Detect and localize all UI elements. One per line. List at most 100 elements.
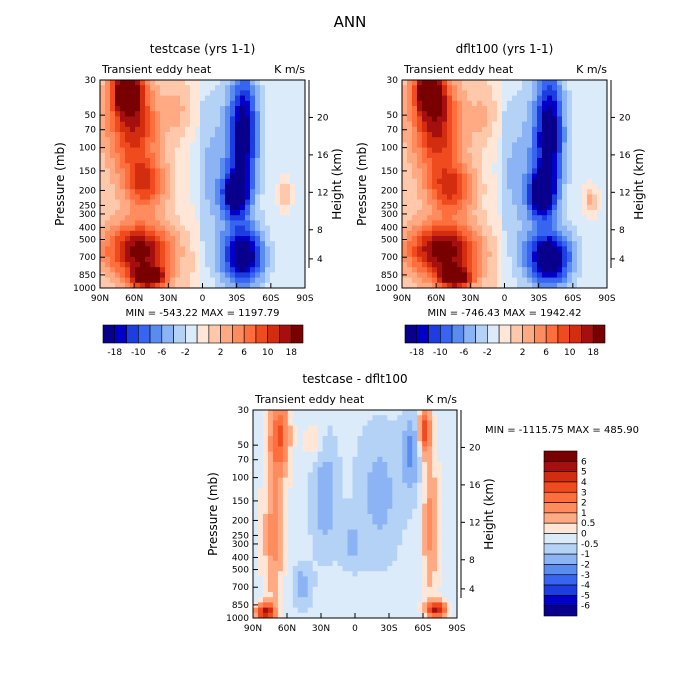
heatmap-cell xyxy=(282,540,289,546)
heatmap-cell xyxy=(457,199,463,206)
y-tick-label: 1000 xyxy=(375,284,398,294)
heatmap-cell xyxy=(352,488,359,494)
heatmap-cell xyxy=(290,95,296,102)
heatmap-cell xyxy=(253,441,259,447)
heatmap-cell xyxy=(270,152,276,159)
heatmap-cell xyxy=(532,163,538,169)
heatmap-cell xyxy=(402,477,408,484)
heatmap-cell xyxy=(295,111,301,117)
heatmap-cell xyxy=(317,467,324,473)
heatmap-cell xyxy=(402,456,408,463)
heatmap-cell xyxy=(145,90,151,97)
heatmap-cell xyxy=(462,163,468,169)
heatmap-cell xyxy=(282,566,289,572)
heatmap-cell xyxy=(200,85,206,91)
heatmap-cell xyxy=(235,204,241,211)
heatmap-cell xyxy=(285,168,291,175)
heatmap-cell xyxy=(507,126,513,133)
heatmap-cell xyxy=(377,430,383,437)
heatmap-cell xyxy=(522,277,528,284)
heatmap-cell xyxy=(392,436,398,442)
heatmap-cell xyxy=(195,147,201,154)
heatmap-cell xyxy=(145,199,151,206)
heatmap-cell xyxy=(195,277,201,284)
heatmap-cell xyxy=(397,612,403,618)
heatmap-cell xyxy=(447,251,453,258)
heatmap-cell xyxy=(437,560,443,567)
heatmap-cell xyxy=(110,230,116,237)
heatmap-cell xyxy=(422,256,428,263)
heatmap-cell xyxy=(250,251,256,258)
heatmap-cell xyxy=(302,524,309,531)
heatmap-cell xyxy=(260,90,266,97)
heatmap-cell xyxy=(100,236,106,242)
heatmap-cell xyxy=(245,80,251,86)
heatmap-cell xyxy=(377,451,383,458)
heatmap-cell xyxy=(230,272,236,279)
heatmap-cell xyxy=(300,194,305,201)
heatmap-cell xyxy=(165,142,171,149)
heatmap-cell xyxy=(467,85,473,91)
heatmap-cell xyxy=(567,95,573,102)
heatmap-cell xyxy=(397,545,403,551)
heatmap-cell xyxy=(280,80,286,86)
heatmap-cell xyxy=(285,106,291,112)
heatmap-cell xyxy=(262,545,269,551)
heatmap-cell xyxy=(205,158,211,164)
heatmap-cell xyxy=(407,524,413,531)
heatmap-cell xyxy=(280,173,286,180)
heatmap-cell xyxy=(462,225,468,232)
heatmap-cell xyxy=(352,477,359,484)
heatmap-cell xyxy=(105,126,111,133)
heatmap-cell xyxy=(542,168,548,175)
heatmap-cell xyxy=(135,230,141,237)
heatmap-cell xyxy=(407,100,413,107)
heatmap-cell xyxy=(282,581,289,588)
heatmap-cell xyxy=(255,220,261,227)
heatmap-cell xyxy=(240,220,246,227)
heatmap-cell xyxy=(285,194,291,201)
heatmap-cell xyxy=(347,482,354,489)
heatmap-cell xyxy=(562,220,568,227)
heatmap-cell xyxy=(457,147,463,154)
heatmap-cell xyxy=(442,158,448,164)
heatmap-cell xyxy=(337,498,344,505)
heatmap-cell xyxy=(467,251,473,258)
heatmap-cell xyxy=(567,152,573,159)
heatmap-cell xyxy=(532,251,538,258)
heatmap-cell xyxy=(257,477,264,484)
heatmap-cell xyxy=(577,210,583,216)
heatmap-cell xyxy=(567,194,573,201)
heatmap-cell xyxy=(422,597,428,603)
heatmap-cell xyxy=(427,194,433,201)
heatmap-cell xyxy=(170,111,176,117)
heatmap-cell xyxy=(275,168,281,175)
heatmap-cell xyxy=(407,498,413,505)
heatmap-cell xyxy=(562,246,568,253)
heatmap-cell xyxy=(257,467,264,473)
heatmap-cell xyxy=(507,95,513,102)
heatmap-cell xyxy=(277,602,284,609)
heatmap-cell xyxy=(160,262,166,268)
heatmap-cell xyxy=(492,142,498,149)
heatmap-cell xyxy=(507,132,513,138)
heatmap-cell xyxy=(552,262,558,268)
heatmap-cell xyxy=(265,173,271,180)
heatmap-cell xyxy=(362,586,369,593)
heatmap-cell xyxy=(372,550,378,557)
heatmap-cell xyxy=(532,220,538,227)
heatmap-cell xyxy=(220,158,226,164)
heatmap-cell xyxy=(302,430,309,437)
heatmap-cell xyxy=(115,267,121,273)
heatmap-cell xyxy=(180,189,186,195)
heatmap-cell xyxy=(382,410,388,416)
heatmap-cell xyxy=(392,586,398,593)
heatmap-cell xyxy=(562,85,568,91)
heatmap-cell xyxy=(275,230,281,237)
heatmap-cell xyxy=(270,80,276,86)
heatmap-cell xyxy=(285,173,291,180)
heatmap-cell xyxy=(392,446,398,453)
heatmap-cell xyxy=(262,415,269,421)
heatmap-cell xyxy=(130,178,136,185)
heatmap-cell xyxy=(352,503,359,510)
